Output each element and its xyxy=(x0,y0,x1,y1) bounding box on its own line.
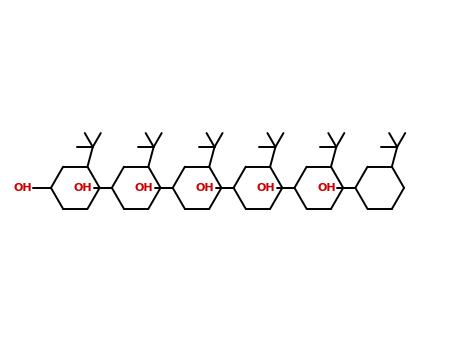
Text: OH: OH xyxy=(257,183,275,193)
Text: OH: OH xyxy=(74,183,93,193)
Text: OH: OH xyxy=(135,183,153,193)
Text: OH: OH xyxy=(318,183,336,193)
Text: OH: OH xyxy=(196,183,214,193)
Text: OH: OH xyxy=(13,183,32,193)
